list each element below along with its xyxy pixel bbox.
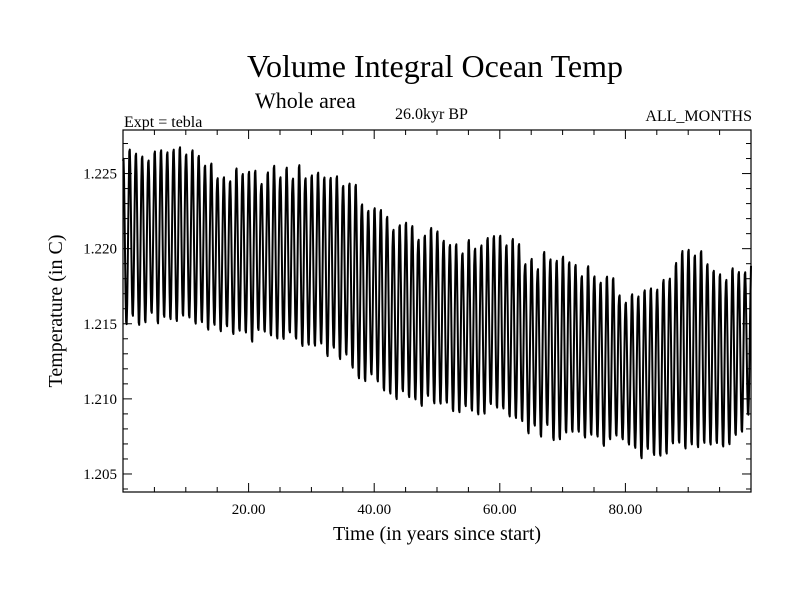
y-tick-label: 1.225 xyxy=(83,167,117,183)
x-tick-label: 40.00 xyxy=(357,502,391,518)
experiment-label: Expt = tebla xyxy=(124,114,203,131)
x-tick-label: 20.00 xyxy=(232,502,266,518)
y-tick-label: 1.205 xyxy=(83,467,117,483)
y-tick-label: 1.210 xyxy=(83,392,117,408)
y-tick-label: 1.215 xyxy=(83,317,117,333)
months-label: ALL_MONTHS xyxy=(645,108,752,125)
x-tick-label: 60.00 xyxy=(483,502,517,518)
chart-title: Volume Integral Ocean Temp xyxy=(246,48,623,84)
x-axis: 20.00 40.00 60.00 80.00 xyxy=(153,130,721,518)
y-axis: 1.205 1.210 1.215 1.220 1.225 xyxy=(83,143,751,490)
series-line-temperature xyxy=(122,146,752,460)
x-tick-label: 80.00 xyxy=(609,502,643,518)
chart-subtitle: Whole area xyxy=(255,88,356,113)
y-tick-label: 1.220 xyxy=(83,242,117,258)
period-label: 26.0kyr BP xyxy=(395,106,468,123)
y-axis-label: Temperature (in C) xyxy=(45,235,67,388)
x-axis-label: Time (in years since start) xyxy=(333,523,541,545)
